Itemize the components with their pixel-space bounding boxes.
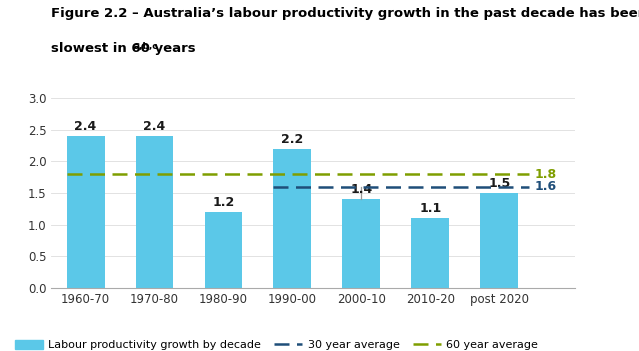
Text: 1.8: 1.8 [534,167,556,181]
Text: 1.4: 1.4 [350,183,373,196]
Text: 2.2: 2.2 [281,133,304,146]
Legend: Labour productivity growth by decade, 30 year average, 60 year average: Labour productivity growth by decade, 30… [10,335,543,351]
Bar [273,149,311,288]
Bar [343,199,380,288]
Text: a,b,c: a,b,c [134,42,158,51]
Text: 2.4: 2.4 [143,120,166,133]
Text: 1.5: 1.5 [488,177,511,190]
Bar [135,136,174,288]
Bar [66,136,105,288]
Text: 2.4: 2.4 [75,120,96,133]
Text: 1.2: 1.2 [212,196,235,209]
Bar [481,193,518,288]
Bar [412,218,449,288]
Bar [204,212,242,288]
Text: 1.6: 1.6 [534,180,556,193]
Text: slowest in 60 years: slowest in 60 years [51,42,196,55]
Text: 1.1: 1.1 [419,202,442,215]
Text: Figure 2.2 – Australia’s labour productivity growth in the past decade has been : Figure 2.2 – Australia’s labour producti… [51,7,639,20]
